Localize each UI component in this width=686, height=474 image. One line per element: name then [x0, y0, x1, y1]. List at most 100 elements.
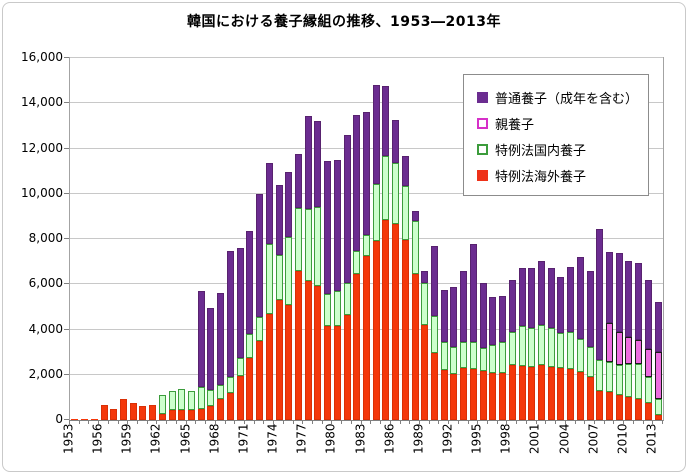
- y-axis-label: 4,000: [28, 321, 63, 336]
- bar-segment-1968: [217, 398, 225, 420]
- bar-segment-1967: [207, 308, 215, 390]
- x-tick: [564, 420, 566, 424]
- bar-segment-1974: [275, 184, 283, 255]
- bar-segment-1968: [217, 292, 225, 385]
- bar-segment-1971: [246, 333, 254, 359]
- bar-segment-1980: [333, 291, 341, 327]
- bar-segment-2009: [615, 364, 623, 395]
- gridline: [70, 57, 663, 58]
- bar-segment-2000: [528, 267, 536, 329]
- x-tick: [88, 420, 90, 424]
- x-axis-label: 2004: [557, 423, 572, 455]
- bar-segment-1986: [392, 223, 400, 420]
- x-tick: [457, 420, 459, 424]
- y-axis-label: 2,000: [28, 366, 63, 381]
- bar-segment-1993: [460, 368, 468, 420]
- bar-segment-1976: [294, 270, 302, 420]
- bar-segment-2012: [644, 279, 652, 349]
- bar-segment-1960: [139, 405, 147, 420]
- x-tick: [263, 420, 265, 424]
- bar-segment-1992: [450, 373, 458, 420]
- x-tick: [137, 420, 139, 424]
- legend-swatch-icon: [477, 117, 488, 129]
- y-tick: [64, 192, 69, 194]
- bar-segment-2006: [586, 271, 594, 347]
- bar-segment-2009: [615, 252, 623, 332]
- bar-segment-1982: [353, 251, 361, 275]
- y-tick: [64, 419, 69, 420]
- y-axis-label: 12,000: [21, 140, 63, 155]
- bar-segment-1989: [421, 270, 429, 283]
- bar-segment-1983: [363, 111, 370, 236]
- bar-segment-1977: [304, 116, 312, 210]
- y-tick: [64, 328, 69, 330]
- bar-segment-2001: [537, 364, 545, 420]
- bar-segment-2004: [567, 267, 575, 332]
- x-tick: [389, 420, 391, 424]
- bar-segment-1965: [188, 409, 196, 420]
- bar-segment-1992: [450, 286, 458, 347]
- x-tick: [506, 420, 508, 424]
- bar-segment-1999: [518, 267, 526, 327]
- bar-segment-1999: [518, 326, 526, 366]
- y-axis-label: 6,000: [28, 276, 63, 291]
- x-axis-label: 2007: [586, 423, 601, 455]
- x-tick: [312, 420, 314, 424]
- bar-segment-2007: [596, 228, 604, 360]
- x-tick: [584, 420, 586, 424]
- x-axis-label: 1953: [61, 423, 76, 455]
- x-tick: [127, 420, 129, 424]
- bar-segment-2004: [567, 368, 575, 420]
- bar-segment-2006: [586, 377, 594, 420]
- bar-segment-1965: [188, 390, 196, 410]
- y-tick: [64, 238, 69, 239]
- x-tick: [341, 420, 343, 424]
- legend-label: 特例法海外養子: [495, 169, 587, 185]
- bar-segment-1996: [489, 297, 497, 346]
- bar-segment-1961: [149, 405, 157, 420]
- x-tick: [448, 420, 450, 424]
- y-axis-label: 10,000: [21, 185, 63, 200]
- bar-segment-1976: [294, 154, 302, 209]
- bar-segment-1984: [372, 184, 380, 241]
- x-tick: [98, 420, 100, 424]
- bar-segment-2002: [547, 267, 555, 329]
- x-tick: [632, 420, 634, 424]
- x-tick: [175, 420, 177, 424]
- x-tick: [350, 420, 352, 424]
- bar-segment-1989: [421, 325, 429, 420]
- bar-segment-1998: [508, 364, 516, 420]
- x-tick: [477, 420, 479, 424]
- bar-segment-2003: [557, 368, 565, 420]
- x-axis-label: 1980: [323, 423, 338, 455]
- y-axis-label: 8,000: [28, 231, 63, 245]
- bar-segment-1987: [401, 240, 409, 420]
- bar-segment-2008: [606, 322, 614, 363]
- x-tick: [224, 420, 226, 424]
- legend-item: 特例法国内養子: [477, 136, 642, 162]
- bar-segment-2003: [557, 276, 565, 333]
- bar-segment-1985: [382, 86, 390, 156]
- x-tick: [593, 420, 595, 424]
- bar-segment-1999: [518, 365, 526, 420]
- bar-segment-1990: [431, 315, 439, 353]
- chart-title: 韓国における養子縁組の推移、1953―2013年: [187, 14, 501, 30]
- bar-segment-1998: [508, 279, 516, 333]
- y-tick: [64, 57, 69, 58]
- y-axis-label: 0: [55, 412, 63, 426]
- bar-segment-1983: [363, 255, 370, 420]
- bar-segment-1972: [256, 341, 264, 420]
- bar-segment-1990: [431, 245, 439, 316]
- bar-segment-1996: [489, 345, 497, 373]
- bar-segment-1996: [489, 372, 497, 420]
- x-tick: [574, 420, 576, 424]
- bar-segment-1981: [343, 134, 351, 283]
- bar-segment-2001: [537, 260, 545, 325]
- x-axis-label: 1983: [353, 423, 367, 455]
- x-tick: [205, 420, 207, 424]
- x-tick: [545, 420, 547, 424]
- bar-segment-2011: [635, 364, 643, 400]
- bar-segment-1989: [421, 282, 429, 326]
- bar-segment-1995: [479, 347, 487, 371]
- bar-segment-2008: [606, 252, 614, 323]
